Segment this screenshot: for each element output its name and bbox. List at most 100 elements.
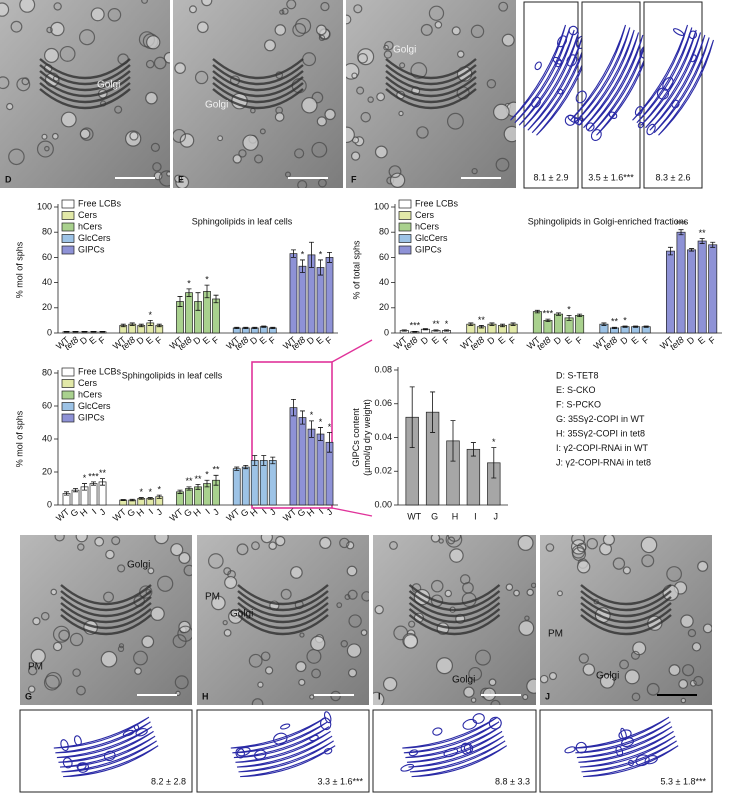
cisterna	[385, 82, 477, 104]
x-tick-label: D	[552, 334, 564, 346]
vesicle	[275, 535, 286, 547]
error-bar	[91, 481, 97, 486]
vesicle-outline	[635, 754, 650, 767]
x-tick-label: D	[78, 334, 90, 346]
vesicle	[44, 47, 60, 63]
cisterna	[580, 608, 672, 630]
x-tick-label: F	[507, 334, 518, 346]
legend-label: Cers	[415, 210, 435, 220]
micrograph-label: Golgi	[393, 45, 416, 56]
vesicle	[251, 698, 264, 705]
vesicle	[315, 24, 327, 36]
bar	[665, 250, 675, 334]
error-bar	[422, 328, 428, 331]
vesicle	[281, 7, 289, 15]
cisterna-outline	[411, 745, 508, 778]
vesicle	[58, 629, 70, 642]
significance: **	[185, 476, 193, 486]
vesicle-outline	[568, 25, 579, 36]
y-tick-label: 20	[379, 302, 389, 312]
significance: *	[149, 487, 153, 497]
legend-swatch	[61, 211, 75, 220]
error-bar	[73, 330, 79, 333]
y-tick-label: 100	[374, 201, 389, 211]
vesicle	[299, 632, 305, 638]
x-tick-label: E	[201, 335, 212, 347]
bar	[316, 267, 325, 334]
vesicle	[170, 543, 184, 557]
vesicle	[576, 542, 587, 553]
bar	[298, 265, 307, 334]
vesicle	[54, 535, 65, 542]
error-bar	[186, 486, 192, 491]
vesicle	[53, 2, 62, 11]
vesicle	[697, 560, 709, 572]
vesicle-outline	[618, 729, 632, 740]
tracing-stat: 8.1 ± 2.9	[534, 172, 569, 182]
vesicle	[36, 140, 54, 158]
vesicle	[153, 171, 163, 181]
y-tick-label: 0.06	[374, 398, 392, 408]
vesicle	[374, 604, 384, 615]
bar	[708, 244, 718, 334]
legend-label: Free LCBs	[78, 366, 122, 376]
error-bar	[64, 330, 70, 333]
cisterna-outline	[578, 730, 674, 763]
vesicle	[103, 591, 114, 603]
vesicle	[153, 56, 167, 70]
cisterna-outline	[523, 32, 580, 129]
chart-title: Sphingolipids in Golgi-enriched fraction…	[528, 216, 689, 226]
vesicle	[691, 642, 702, 652]
x-tick-label: J	[268, 507, 278, 518]
vesicle	[310, 635, 326, 652]
cisterna	[580, 614, 672, 636]
error-bar	[444, 329, 450, 332]
x-tick-label: E	[314, 335, 325, 347]
vesicle	[524, 615, 530, 621]
vesicle-outline	[103, 750, 116, 762]
legend-swatch	[61, 199, 75, 209]
error-bar	[138, 497, 144, 500]
error-bar	[478, 325, 484, 329]
x-tick-label: D	[248, 334, 260, 346]
x-tick-label: J	[97, 507, 107, 518]
vesicle-outline	[556, 35, 568, 48]
legend-swatch	[61, 234, 75, 243]
vesicle	[284, 171, 291, 178]
legend-swatch	[398, 222, 412, 232]
cisterna	[580, 602, 672, 624]
cisterna	[60, 584, 152, 606]
cisterna-outline	[587, 34, 644, 131]
bar	[532, 311, 542, 334]
vesicle	[254, 154, 264, 164]
vesicle	[311, 91, 324, 104]
vesicle	[408, 620, 416, 628]
cisterna	[39, 70, 131, 92]
vesicle	[75, 535, 88, 543]
vesicle	[680, 614, 694, 628]
x-tick-label: J	[494, 511, 499, 521]
panel-letter: G	[25, 691, 32, 701]
x-tick-label: I	[260, 507, 268, 516]
significance: *	[310, 410, 314, 420]
cisterna	[60, 590, 152, 612]
vesicle	[501, 33, 515, 47]
x-tick-label: F	[640, 334, 651, 346]
legend-label: hCers	[78, 389, 103, 399]
x-tick-label: G	[295, 507, 307, 519]
bar	[89, 483, 98, 506]
significance: ***	[410, 321, 421, 331]
cisterna-outline	[406, 730, 503, 763]
cisterna-outline	[408, 735, 504, 768]
tracing-stat: 3.5 ± 1.6***	[588, 172, 634, 182]
y-tick-label: 80	[42, 227, 52, 237]
vesicle	[631, 692, 641, 702]
error-bar	[156, 494, 162, 499]
vesicle	[274, 112, 285, 122]
error-bar	[177, 296, 183, 307]
y-tick-label: 0.08	[374, 364, 392, 374]
legend-label: GIPCs	[78, 412, 105, 422]
legend-label: GIPCs	[78, 244, 105, 254]
x-tick-label: J	[324, 507, 334, 518]
error-bar	[326, 432, 332, 453]
